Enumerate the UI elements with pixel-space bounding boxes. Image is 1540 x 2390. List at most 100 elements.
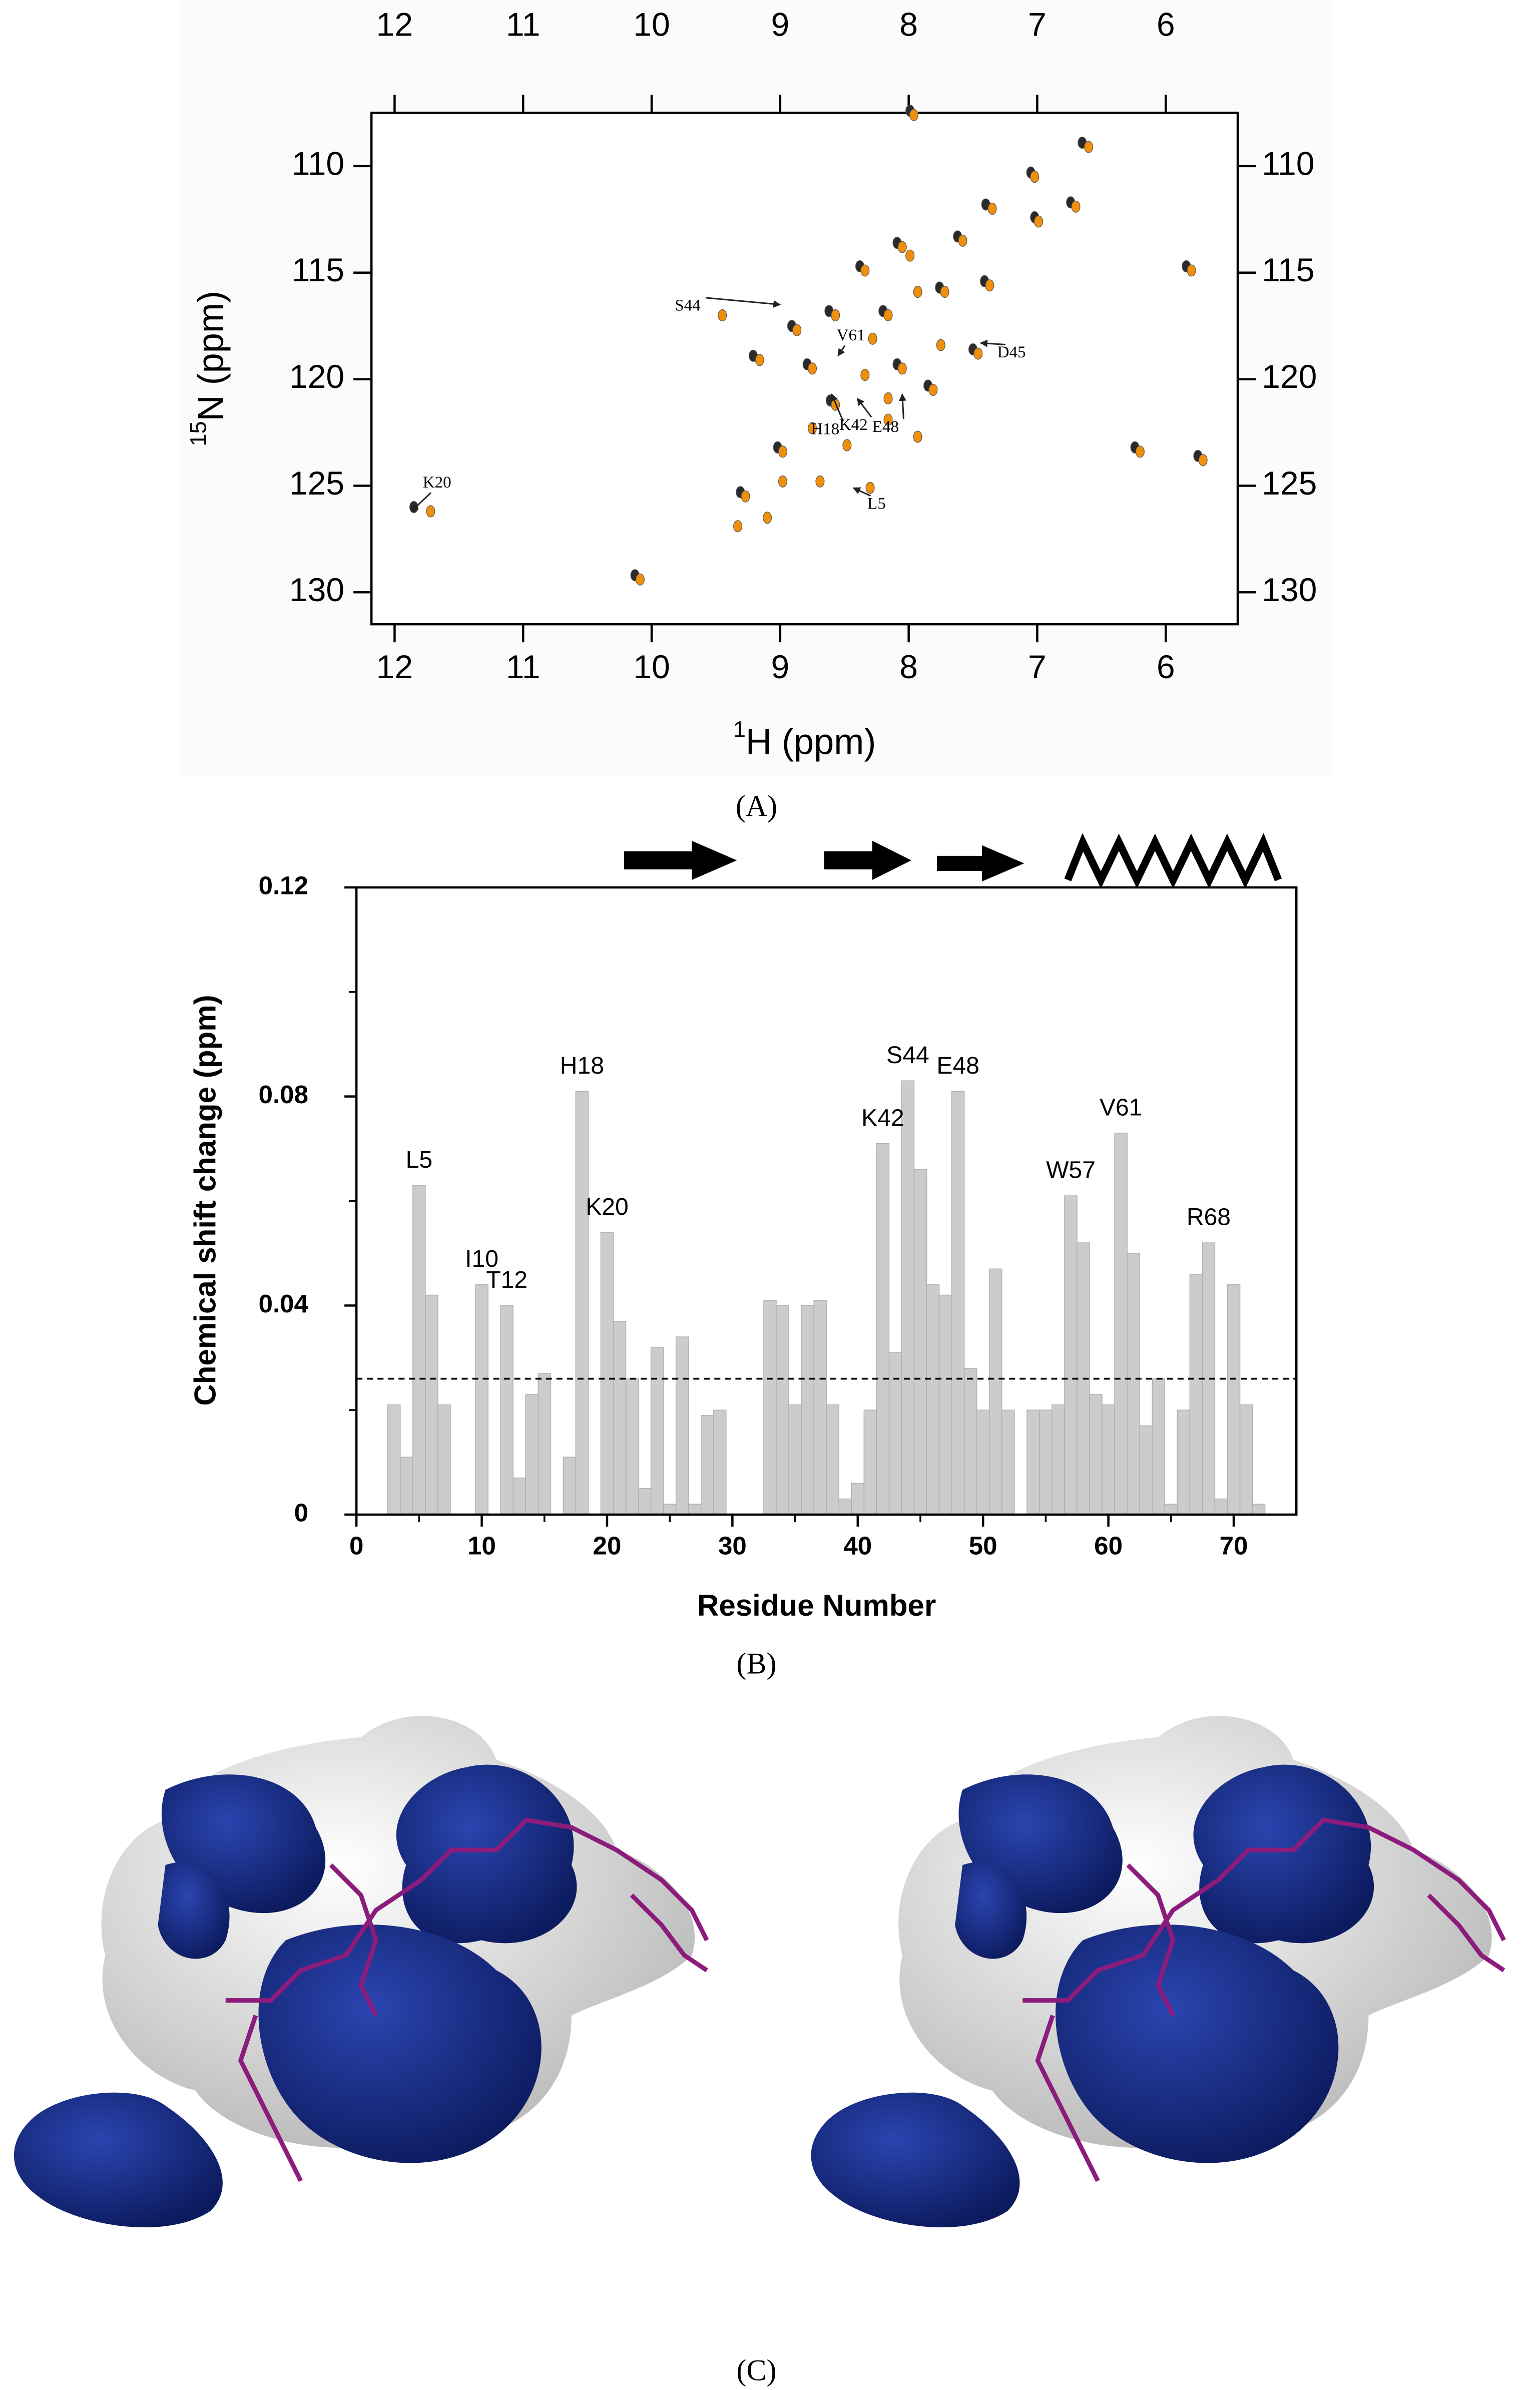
- bar: [951, 1091, 965, 1515]
- bar: [1039, 1409, 1053, 1515]
- bar: [437, 1404, 451, 1515]
- peak: [883, 413, 893, 426]
- peak: [808, 362, 817, 375]
- x-tick-label: 7: [1028, 649, 1047, 686]
- annotation-arrow: [979, 339, 1006, 347]
- y-tick-label-right: 110: [1262, 145, 1314, 182]
- bar: [525, 1394, 539, 1515]
- bar: [650, 1347, 664, 1515]
- bar: [688, 1504, 702, 1515]
- bar: [663, 1504, 677, 1515]
- bar: [913, 1169, 927, 1515]
- y-axis-label-text: N (ppm): [191, 291, 231, 421]
- bar: [763, 1300, 777, 1515]
- y-tick-label: 0.12: [259, 871, 308, 900]
- x-axis-label-text: H (ppm): [746, 722, 876, 762]
- peak: [741, 490, 750, 503]
- y-tick-label-right: 120: [1262, 358, 1317, 395]
- peak: [426, 505, 435, 518]
- bar: [563, 1457, 577, 1515]
- bar: [863, 1409, 877, 1515]
- annotation-arrow: [852, 487, 871, 497]
- peak: [909, 109, 918, 121]
- molecular-surface-stereo: [811, 1716, 1504, 2227]
- bar: [1189, 1273, 1203, 1515]
- panel-label: (A): [736, 789, 777, 823]
- bar: [613, 1320, 627, 1515]
- peak: [755, 354, 764, 366]
- annotation: D45: [997, 343, 1026, 361]
- bar: [963, 1367, 977, 1515]
- x-tick-label-top: 7: [1028, 7, 1047, 44]
- bar-annotation: T12: [486, 1266, 528, 1293]
- bar: [475, 1284, 488, 1515]
- bar: [500, 1305, 514, 1515]
- x-tick-label: 10: [467, 1532, 496, 1560]
- y-tick-label: 0: [294, 1499, 308, 1527]
- annotation: K42: [839, 416, 868, 434]
- bar-annotation: L5: [406, 1146, 432, 1173]
- bar: [538, 1373, 552, 1515]
- peak: [940, 286, 949, 298]
- bar: [926, 1284, 940, 1515]
- peak: [842, 439, 852, 451]
- panel-label: (C): [736, 2353, 776, 2387]
- bar: [400, 1457, 413, 1515]
- y-axis-label-sup: 15: [186, 421, 211, 446]
- x-axis-label-sup: 1: [733, 716, 746, 742]
- bar: [575, 1091, 589, 1515]
- bar: [1252, 1504, 1266, 1515]
- annotation: S44: [675, 296, 700, 314]
- annotation-arrow: [830, 393, 844, 422]
- annotation: E48: [872, 418, 899, 436]
- annotation-arrow: [837, 345, 846, 357]
- beta-strand: [624, 840, 737, 880]
- peak: [1030, 171, 1040, 183]
- x-tick-label: 8: [899, 649, 918, 686]
- bar: [1127, 1253, 1140, 1515]
- x-axis-label: 1H (ppm): [733, 716, 876, 762]
- annotation-arrow: [410, 492, 432, 512]
- beta-strand: [937, 845, 1024, 881]
- annotation: H18: [811, 420, 839, 438]
- bar: [1102, 1404, 1115, 1515]
- x-tick-label: 11: [506, 649, 541, 686]
- peak: [1071, 200, 1081, 213]
- bar: [512, 1478, 526, 1515]
- bar-annotation: E48: [936, 1052, 979, 1079]
- y-tick-label-right: 130: [1262, 572, 1317, 609]
- bar: [838, 1498, 852, 1515]
- bar: [1052, 1404, 1065, 1515]
- peak: [778, 475, 787, 488]
- bar-annotation: K42: [861, 1104, 904, 1131]
- y-tick-label: 115: [292, 252, 344, 289]
- bar: [387, 1404, 401, 1515]
- peak: [831, 309, 840, 321]
- peak: [928, 383, 938, 396]
- bar: [1152, 1378, 1166, 1515]
- bar-annotation: K20: [586, 1193, 629, 1220]
- bar: [1239, 1404, 1253, 1515]
- annotation-arrow: [856, 397, 872, 418]
- peak: [973, 347, 983, 360]
- peak: [778, 445, 787, 458]
- peak: [815, 475, 825, 488]
- bar: [425, 1294, 438, 1515]
- peak: [913, 286, 922, 298]
- bar-annotation: I10: [465, 1245, 498, 1272]
- x-tick-label-top: 6: [1157, 7, 1175, 44]
- x-tick-label: 20: [593, 1532, 622, 1560]
- y-axis-label: 15N (ppm): [186, 291, 231, 446]
- peak: [913, 430, 922, 443]
- peak: [987, 203, 997, 215]
- peak: [905, 249, 915, 262]
- bar: [813, 1300, 827, 1515]
- bar: [776, 1305, 789, 1515]
- peak: [635, 573, 645, 586]
- bar-annotation: S44: [886, 1042, 929, 1069]
- x-tick-label: 30: [718, 1532, 747, 1560]
- x-tick-label: 9: [771, 649, 789, 686]
- x-tick-label: 6: [1157, 649, 1175, 686]
- x-tick-label: 50: [969, 1532, 997, 1560]
